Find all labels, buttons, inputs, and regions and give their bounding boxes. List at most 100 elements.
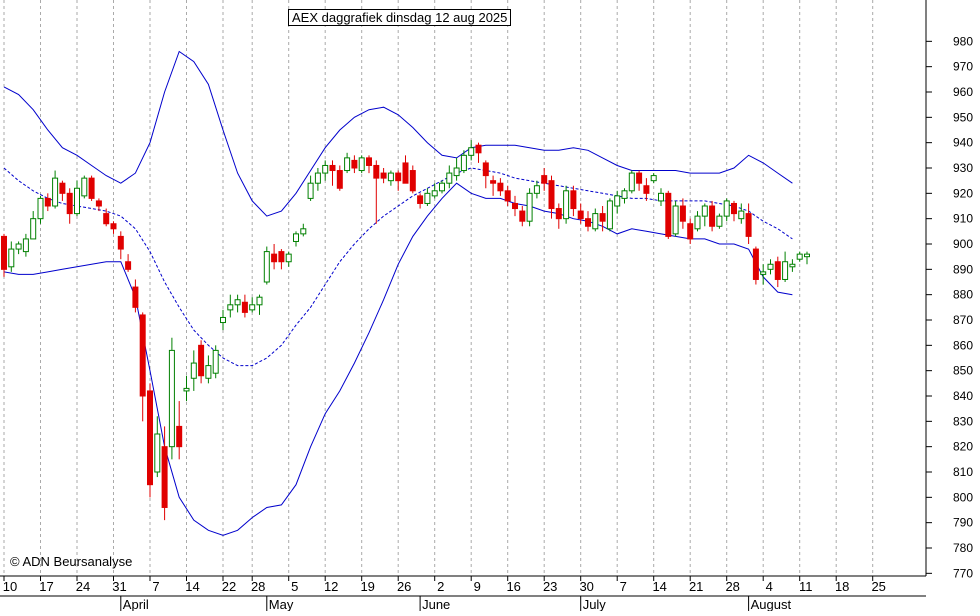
y-tick-label: 840 — [953, 389, 973, 403]
candle — [752, 246, 759, 285]
candle-body — [358, 157, 365, 172]
candle-body — [249, 304, 256, 311]
candle-body — [271, 253, 278, 263]
x-tick-label: 24 — [76, 579, 90, 594]
y-tick-label: 820 — [953, 440, 973, 454]
candle-body — [285, 253, 292, 263]
candle-body — [679, 205, 686, 222]
candle — [796, 251, 803, 262]
candle — [256, 294, 263, 315]
candle — [468, 140, 475, 161]
candle — [774, 256, 781, 288]
candle — [599, 206, 606, 232]
candle-body — [431, 190, 438, 197]
candle — [782, 251, 789, 282]
candle-body — [782, 261, 789, 280]
candle-body — [694, 215, 701, 230]
candle — [271, 244, 278, 270]
candle-body — [628, 172, 635, 192]
candle — [74, 180, 80, 217]
candle-body — [329, 164, 336, 172]
candle — [424, 188, 431, 206]
candle-body — [30, 218, 37, 240]
candle-body — [402, 162, 409, 184]
x-tick-label: 28 — [251, 579, 265, 594]
x-tick-label: 23 — [543, 579, 557, 594]
candle-body — [307, 182, 314, 199]
candle — [81, 175, 88, 199]
y-tick-label: 810 — [953, 465, 973, 479]
candle — [198, 340, 205, 384]
candle-body — [373, 164, 380, 179]
candle-body — [643, 185, 650, 194]
candle-body — [446, 172, 453, 184]
candle-body — [103, 213, 110, 225]
candle — [249, 297, 256, 313]
candle — [329, 160, 336, 186]
x-tick-label: 14 — [652, 579, 666, 594]
candle — [395, 170, 402, 191]
candle-body — [74, 187, 80, 215]
candle — [606, 198, 613, 232]
y-tick-label: 910 — [953, 212, 973, 226]
candle — [460, 150, 467, 174]
candle — [110, 221, 117, 234]
candle-body — [672, 205, 679, 235]
candle — [417, 193, 424, 209]
candle — [504, 185, 511, 206]
candle — [658, 188, 664, 206]
candle — [263, 246, 270, 285]
y-tick-label: 950 — [953, 110, 973, 124]
candle-body — [709, 205, 716, 227]
candle — [241, 294, 248, 318]
candle — [176, 401, 183, 460]
candle — [132, 279, 139, 313]
month-label: May — [269, 597, 294, 611]
candle-body — [154, 433, 161, 473]
y-tick-label: 890 — [953, 262, 973, 276]
candle-body — [606, 200, 613, 230]
x-tick-label: 28 — [725, 579, 739, 594]
candle-body — [665, 192, 672, 237]
candle-body — [592, 213, 599, 230]
candle-body — [745, 213, 752, 237]
candle-body — [796, 253, 803, 260]
candle-body — [804, 253, 810, 258]
x-tick-label: 12 — [324, 579, 338, 594]
x-tick-label: 7 — [152, 579, 159, 594]
candle-body — [351, 159, 358, 169]
candle — [103, 208, 110, 227]
candle — [679, 198, 686, 229]
candle-body — [59, 182, 66, 194]
candle — [125, 254, 132, 272]
candle — [526, 188, 533, 227]
y-tick-label: 880 — [953, 288, 973, 302]
month-label: April — [123, 597, 149, 611]
candle — [716, 213, 723, 229]
candle-body — [147, 390, 153, 486]
candle — [154, 416, 161, 478]
candle-body — [161, 446, 168, 508]
candle — [709, 200, 716, 232]
x-tick-label: 26 — [397, 579, 411, 594]
candle-body — [1, 235, 7, 270]
candle-body — [322, 164, 329, 174]
candle — [387, 170, 394, 186]
y-tick-label: 850 — [953, 364, 973, 378]
candle-body — [314, 172, 321, 184]
y-tick-label: 900 — [953, 237, 973, 251]
candle-body — [585, 218, 591, 227]
candle — [592, 208, 599, 232]
candle — [402, 155, 409, 184]
candle-body — [395, 172, 402, 182]
candle-body — [468, 147, 475, 156]
candle — [475, 142, 482, 163]
x-tick-label: 11 — [799, 579, 813, 594]
candle-body — [366, 157, 372, 166]
candle — [512, 195, 518, 217]
candle — [1, 233, 7, 277]
candle — [628, 170, 635, 194]
candle-body — [212, 349, 219, 374]
candle — [519, 206, 526, 227]
